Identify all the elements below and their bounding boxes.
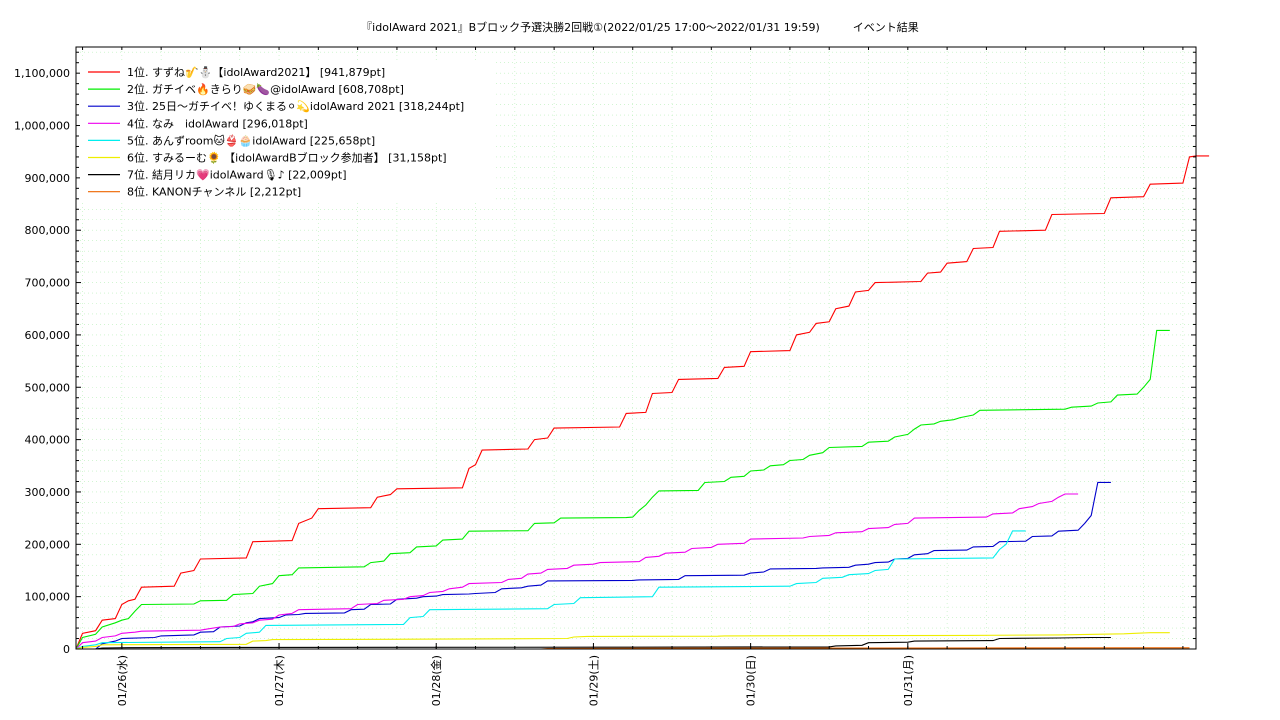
legend-label-7: 7位. 結月リカ💗idolAward🎙♪ [22,009pt] xyxy=(127,168,347,182)
series-line-4 xyxy=(75,493,1079,650)
legend-label-6: 6位. すみるーむ🌻 【idolAwardBブロック参加者】 [31,158pt… xyxy=(127,151,447,165)
series-line-1 xyxy=(75,155,1210,650)
series-line-2 xyxy=(75,329,1170,650)
series-line-5 xyxy=(75,530,1026,650)
plot-frame xyxy=(75,46,1197,650)
legend-background xyxy=(80,60,495,202)
legend-label-8: 8位. KANONチャンネル [2,212pt] xyxy=(127,185,301,199)
y-tick-label: 700,000 xyxy=(25,277,71,290)
y-tick-label: 600,000 xyxy=(25,329,71,342)
y-tick-label: 1,000,000 xyxy=(14,120,70,133)
legend-label-4: 4位. なみ idolAward [296,018pt] xyxy=(127,116,308,130)
series-line-6 xyxy=(75,632,1170,650)
legend-label-5: 5位. あんずroom🐱👙🧁idolAward [225,658pt] xyxy=(127,133,375,147)
series-layer xyxy=(75,155,1210,650)
legend-label-1: 1位. すずね🎷⛄【idolAward2021】 [941,879pt] xyxy=(127,65,385,79)
x-tick-label: 01/29(土) xyxy=(587,655,600,706)
legend-label-2: 2位. ガチイベ🔥きらり🥪🍆@idolAward [608,708pt] xyxy=(127,82,404,96)
chart-title: 『idolAward 2021』Bブロック予選決勝2回戦①(2022/01/25… xyxy=(361,21,919,34)
y-tick-label: 300,000 xyxy=(25,486,71,499)
y-tick-label: 200,000 xyxy=(25,538,71,551)
series-line-3 xyxy=(76,481,1111,650)
legend: 1位. すずね🎷⛄【idolAward2021】 [941,879pt] 2位. … xyxy=(80,60,495,202)
x-tick-label: 01/26(水) xyxy=(116,655,129,706)
x-tick-label: 01/31(月) xyxy=(902,655,915,706)
legend-label-3: 3位. 25日〜ガチイベ！ゆくまる⚪💫idolAward 2021 [318,2… xyxy=(127,99,464,114)
y-tick-label: 500,000 xyxy=(25,381,71,394)
y-tick-label: 400,000 xyxy=(25,434,71,447)
y-tick-label: 100,000 xyxy=(25,591,71,604)
x-tick-label: 01/30(日) xyxy=(745,655,758,706)
axis-layer: 0 100,000 200,000 300,000 400,000 500,000 600,… xyxy=(14,47,1196,706)
y-tick-label: 0 xyxy=(63,643,70,656)
x-tick-label: 01/27(木) xyxy=(273,655,286,706)
series-line-7 xyxy=(76,636,1111,650)
grid-layer xyxy=(76,47,1196,649)
y-tick-label: 900,000 xyxy=(25,172,71,185)
y-tick-label: 1,100,000 xyxy=(14,67,70,80)
y-tick-label: 800,000 xyxy=(25,224,71,237)
x-tick-label: 01/28(金) xyxy=(429,655,443,706)
